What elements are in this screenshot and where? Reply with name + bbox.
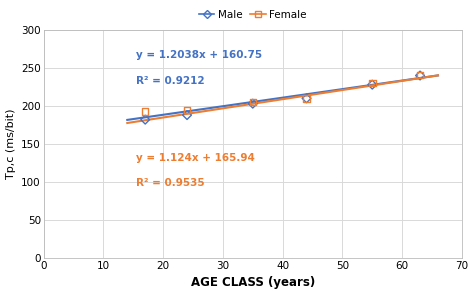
Text: R² = 0.9212: R² = 0.9212 <box>136 76 204 86</box>
Point <box>141 109 149 114</box>
Point <box>141 117 149 122</box>
Text: R² = 0.9535: R² = 0.9535 <box>136 178 204 188</box>
Point <box>249 101 256 106</box>
Text: y = 1.2038x + 160.75: y = 1.2038x + 160.75 <box>136 50 262 60</box>
Point <box>368 81 376 86</box>
Point <box>416 72 424 77</box>
Point <box>368 82 376 87</box>
Point <box>183 107 191 112</box>
Point <box>249 100 256 104</box>
Point <box>416 73 424 78</box>
Point <box>183 113 191 117</box>
Point <box>303 96 310 101</box>
Y-axis label: Tp,c (ms/bit): Tp,c (ms/bit) <box>6 109 16 179</box>
Point <box>303 96 310 101</box>
Text: y = 1.124x + 165.94: y = 1.124x + 165.94 <box>136 153 255 163</box>
X-axis label: AGE CLASS (years): AGE CLASS (years) <box>191 276 315 289</box>
Legend: Male, Female: Male, Female <box>195 5 311 24</box>
